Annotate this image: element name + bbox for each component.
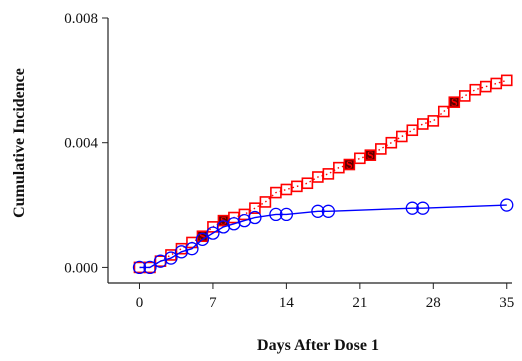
axes — [107, 18, 512, 284]
y-tick-label: 0.008 — [64, 11, 98, 27]
x-tick-label: 0 — [136, 295, 144, 311]
data-point — [248, 210, 262, 225]
data-point — [164, 251, 178, 265]
x-tick-label: 28 — [426, 295, 441, 311]
data-point — [458, 90, 471, 102]
data-point — [185, 242, 199, 256]
data-point — [437, 105, 450, 118]
point-label: S — [199, 229, 206, 243]
data-point — [417, 118, 429, 130]
data-point — [469, 83, 482, 96]
series-2-line — [139, 204, 507, 269]
data-point — [385, 136, 398, 149]
x-axis-title: Days After Dose 1 — [257, 337, 379, 354]
data-point — [206, 226, 220, 240]
data-point — [500, 198, 514, 212]
data-point — [354, 152, 366, 165]
data-point — [280, 183, 293, 196]
data-point — [396, 130, 408, 143]
data-point — [416, 201, 430, 215]
data-point — [490, 77, 503, 90]
data-point — [500, 74, 513, 87]
series-2 — [132, 198, 514, 275]
data-point — [132, 260, 147, 275]
data-point — [311, 204, 325, 218]
data-point — [249, 202, 261, 214]
data-point — [321, 204, 336, 218]
data-point — [405, 201, 419, 215]
data-point — [301, 177, 314, 190]
data-point — [269, 207, 283, 222]
x-tick-label: 14 — [279, 295, 295, 311]
highlighted-point — [448, 96, 461, 108]
data-point — [406, 124, 419, 137]
point-label: S — [367, 148, 374, 162]
point-label: S — [346, 158, 353, 172]
y-tick-label: 0.000 — [64, 260, 98, 276]
y-tick-label: 0.004 — [64, 136, 98, 152]
highlighted-point — [364, 149, 377, 161]
x-tick-label: 21 — [352, 295, 367, 311]
data-point — [143, 260, 157, 275]
data-point — [259, 196, 272, 208]
y-axis-title: Cumulative Incidence — [11, 68, 28, 218]
highlighted-point — [343, 158, 356, 171]
data-point — [322, 168, 335, 180]
data-point — [375, 143, 387, 155]
point-label: S — [451, 95, 458, 109]
data-point — [427, 115, 440, 127]
data-point — [195, 232, 210, 247]
x-tick-label: 7 — [209, 295, 217, 311]
data-point — [479, 80, 492, 93]
ticks: 0 7 14 21 28 35 0.000 0.004 0.008 — [64, 11, 514, 311]
x-tick-label: 35 — [499, 295, 514, 311]
data-point — [279, 207, 294, 222]
